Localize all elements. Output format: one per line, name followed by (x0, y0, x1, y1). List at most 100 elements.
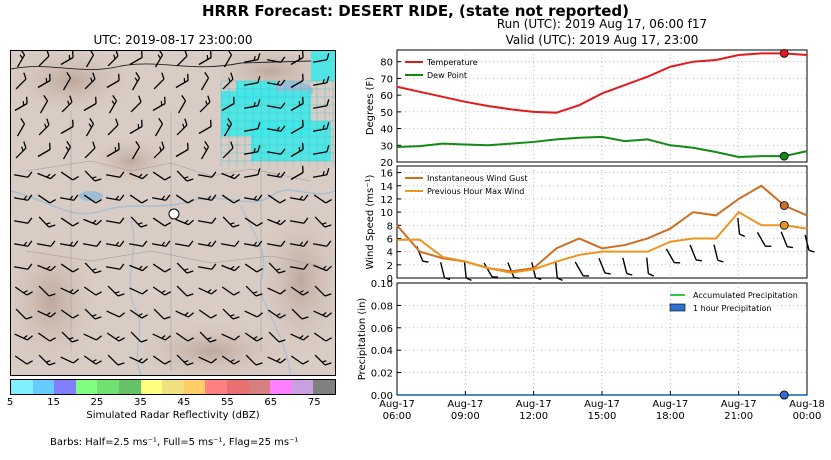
barb-shaft (152, 217, 166, 227)
y-tick-label: 30 (380, 141, 393, 152)
wind-barb (38, 216, 56, 228)
barb-flag (187, 73, 189, 81)
barb-flag (232, 316, 240, 320)
barb-shaft (221, 286, 235, 296)
barb-flag (279, 314, 286, 319)
barb-shaft (84, 147, 96, 159)
barb-shaft (129, 56, 143, 66)
wind-barb (153, 308, 171, 320)
barb-shaft (130, 331, 142, 343)
wind-barb (62, 71, 72, 91)
wind-barb (198, 287, 218, 295)
barb-shaft (289, 266, 305, 270)
wind-barb (266, 102, 286, 109)
barb-shaft (223, 54, 233, 68)
wind-barb (129, 194, 148, 204)
barb-half (44, 123, 47, 129)
wind-barb (13, 217, 33, 224)
wind-barb (290, 51, 304, 66)
barb-half (111, 100, 116, 105)
wind-barb (61, 331, 79, 343)
barb-flag (279, 289, 287, 295)
radar-echo-cell (236, 81, 276, 101)
barb-half (230, 173, 235, 178)
wind-barb (221, 355, 240, 365)
barb-shaft (175, 194, 189, 204)
barb-shaft (221, 194, 235, 204)
barb-flag (27, 194, 33, 201)
wind-barb (38, 51, 50, 67)
station-marker[interactable] (168, 208, 180, 220)
barb-shaft (37, 194, 51, 204)
wind-barb (290, 73, 304, 89)
barb-flag (135, 140, 141, 148)
radar-map[interactable] (10, 50, 336, 376)
y-tick-label: 40 (380, 125, 393, 136)
wind-barb (223, 51, 233, 68)
barb-half (159, 146, 162, 152)
wind-barb (152, 171, 171, 181)
barb-shaft (38, 216, 50, 228)
barb-flag (739, 233, 746, 238)
wind-barb (267, 309, 286, 319)
barb-shaft (197, 174, 213, 178)
barb-flag (95, 291, 102, 296)
colorbar-tick-label: 75 (307, 397, 321, 408)
barb-flag (326, 145, 330, 152)
barb-shaft (175, 332, 189, 342)
barb-shaft (154, 123, 164, 137)
main-title: HRRR Forecast: DESERT RIDE, (state not r… (201, 2, 630, 20)
barb-flag (89, 51, 95, 56)
barb-shaft (13, 220, 29, 224)
y-tick-label: 0.10 (371, 279, 393, 290)
barb-flag (186, 293, 194, 297)
barb-half (161, 195, 166, 200)
barb-half (21, 146, 24, 152)
barb-flag (164, 268, 171, 273)
barb-shaft (62, 146, 72, 160)
wind-barb (175, 310, 195, 318)
wind-barb (266, 125, 286, 132)
timeline-wind-barb (554, 261, 563, 282)
barb-shaft (197, 266, 213, 270)
barb-half (69, 289, 74, 293)
wind-barb (312, 240, 332, 247)
wind-barb (153, 72, 165, 90)
wind-barb (83, 218, 102, 226)
barb-shaft (129, 172, 143, 180)
barb-flag (302, 142, 304, 150)
barb-flag (326, 265, 332, 272)
barb-flag (787, 246, 794, 249)
wind-barb (267, 287, 287, 295)
barb-half (115, 241, 120, 246)
barb-shaft (105, 220, 121, 224)
wind-barb (290, 142, 304, 158)
wind-barb (312, 145, 330, 155)
wind-barb (130, 331, 148, 343)
wind-barb (152, 286, 171, 296)
barb-shaft (15, 78, 27, 90)
run-info: Run (UTC): 2019 Aug 17, 06:00 f17 (496, 17, 708, 31)
barb-shaft (221, 333, 235, 341)
wind-barb (84, 262, 102, 274)
barb-shaft (131, 77, 141, 91)
colorbar-cell (226, 380, 249, 394)
wind-barb (37, 172, 56, 180)
barb-flag (513, 276, 520, 280)
wind-barb (268, 262, 286, 274)
barb-half (207, 289, 212, 293)
wind-barb (197, 240, 217, 247)
barb-flag (27, 263, 33, 270)
barb-shaft (243, 82, 259, 86)
barb-flag (49, 199, 56, 204)
barb-shaft (197, 220, 213, 224)
barb-flag (181, 94, 187, 102)
barb-shaft (84, 262, 96, 274)
x-tick-date: Aug-17 (652, 399, 688, 410)
barb-shaft (131, 146, 141, 160)
barb-flag (556, 277, 563, 282)
barb-shaft (243, 243, 259, 247)
barb-flag (186, 362, 194, 366)
barb-flag (325, 199, 332, 204)
barb-shaft (312, 59, 328, 63)
